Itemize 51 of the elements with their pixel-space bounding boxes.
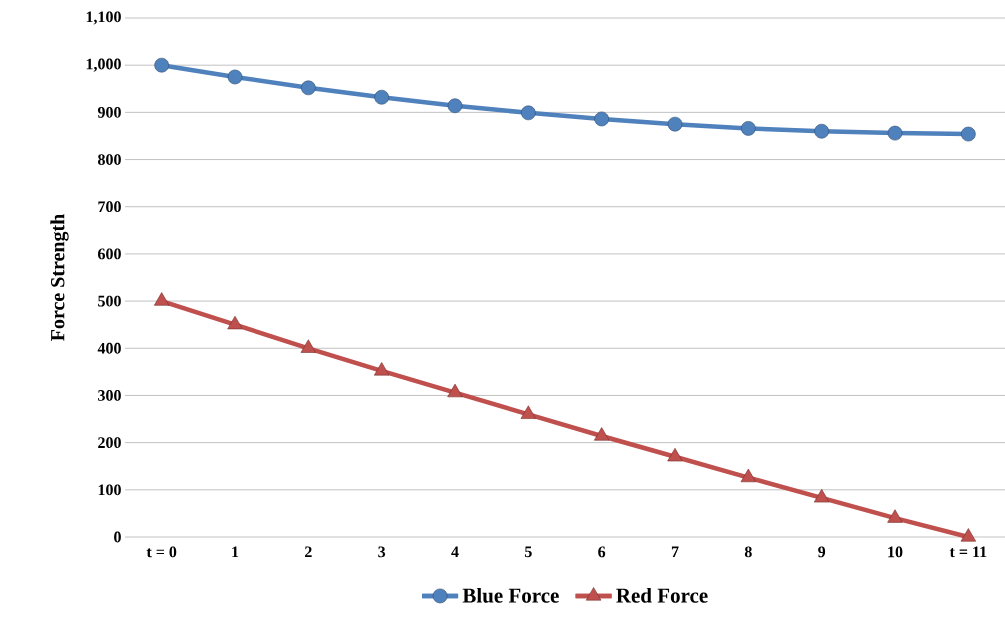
legend-label: Blue Force	[462, 587, 559, 603]
point	[667, 447, 683, 462]
x-tick-label: t = 11	[949, 546, 987, 558]
y-tick-label: 600	[98, 248, 121, 260]
point	[741, 121, 756, 136]
point	[594, 427, 610, 441]
x-tick-label: 10	[888, 546, 903, 558]
point	[520, 405, 536, 419]
point	[301, 80, 316, 96]
point	[374, 89, 389, 105]
point	[521, 105, 536, 121]
x-tick-label: 3	[378, 546, 386, 558]
y-tick-label: 700	[98, 201, 121, 213]
y-axis-title: Force Strength	[50, 213, 69, 341]
point	[887, 509, 903, 523]
point	[667, 116, 683, 132]
point	[740, 468, 756, 483]
y-tick-label: 0	[114, 531, 121, 543]
y-tick-label: 500	[98, 295, 121, 307]
y-tick-label: 300	[98, 390, 121, 401]
point	[227, 69, 243, 85]
point	[154, 57, 169, 73]
y-tick-label: 100	[98, 484, 121, 496]
legend-label: Red Force	[616, 587, 708, 603]
point	[227, 315, 243, 330]
x-tick-label: 1	[232, 546, 239, 558]
point	[961, 126, 976, 142]
y-tick-label: 400	[97, 342, 121, 354]
point	[447, 98, 463, 114]
point	[594, 111, 609, 127]
x-tick-label: 9	[818, 546, 826, 558]
point	[374, 362, 390, 376]
y-tick-label: 800	[98, 154, 121, 165]
x-tick-label: 7	[671, 546, 679, 557]
point	[814, 123, 829, 139]
point	[960, 528, 977, 542]
y-tick-label: 1,000	[86, 58, 121, 72]
y-tick-label: 200	[98, 437, 121, 449]
x-tick-label: 5	[524, 546, 532, 558]
x-tick-label: t = 0	[146, 546, 177, 558]
point	[814, 489, 830, 503]
point	[154, 292, 170, 306]
y-tick-label: 900	[97, 106, 121, 118]
point	[300, 339, 316, 353]
x-tick-label: 6	[598, 546, 606, 558]
y-tick-label: 1,100	[86, 11, 121, 25]
x-tick-label: 4	[451, 546, 459, 558]
x-tick-label: 8	[744, 546, 752, 558]
point	[887, 125, 903, 141]
point	[447, 383, 463, 398]
x-tick-label: 2	[305, 546, 312, 558]
